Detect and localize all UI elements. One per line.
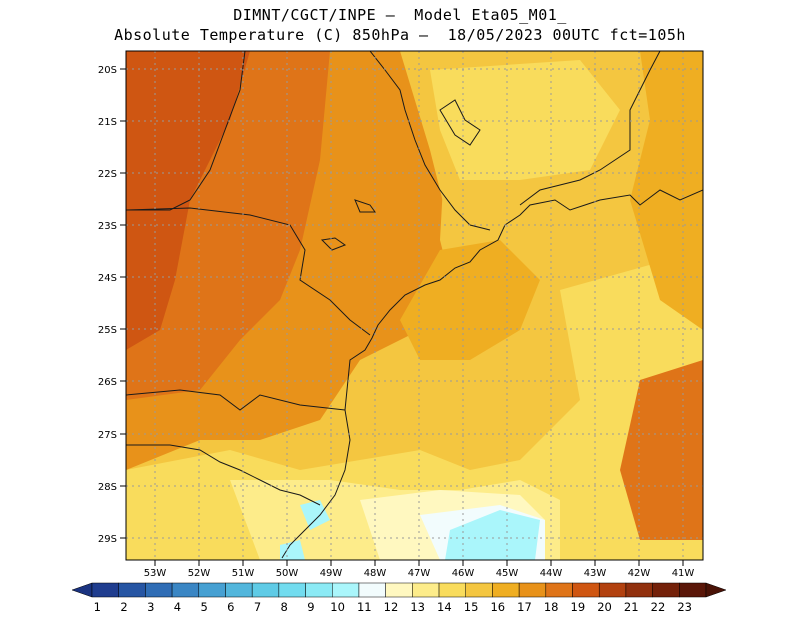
colorbar-label: 5 xyxy=(200,600,207,614)
lat-label: 20S xyxy=(98,65,117,76)
temperature-field xyxy=(126,51,703,560)
colorbar-label: 8 xyxy=(281,600,288,614)
state-border-4 xyxy=(519,51,661,206)
colorbar-swatch xyxy=(438,582,466,598)
lon-label: 42W xyxy=(628,568,651,579)
colorbar-label: 21 xyxy=(624,600,639,614)
map-title-line1: DIMNT/CGCT/INPE – Model Eta05_M01_ xyxy=(233,6,567,24)
map-frame xyxy=(125,50,704,561)
colorbar-label: 23 xyxy=(677,600,692,614)
lat-label: 23S xyxy=(98,221,117,232)
colorbar-swatch xyxy=(145,582,173,598)
lat-label: 29S xyxy=(98,534,117,545)
graticule xyxy=(126,51,703,560)
colorbar-label: 6 xyxy=(227,600,234,614)
colorbar-swatch xyxy=(332,582,360,598)
colorbar-swatch xyxy=(598,582,627,598)
lat-label: 27S xyxy=(98,430,117,441)
colorbar-label: 17 xyxy=(517,600,532,614)
colorbar-arrow-right xyxy=(705,582,727,598)
lat-label: 22S xyxy=(98,169,117,180)
colorbar-swatch xyxy=(465,582,493,598)
state-border-3 xyxy=(369,51,491,231)
colorbar-label: 9 xyxy=(307,600,314,614)
colorbar-label: 14 xyxy=(437,600,452,614)
lon-label: 49W xyxy=(320,568,343,579)
colorbar-arrow-left xyxy=(71,582,93,598)
tick-marks xyxy=(120,68,684,566)
colorbar-label: 20 xyxy=(597,600,612,614)
colorbar-swatch xyxy=(278,582,306,598)
lon-label: 47W xyxy=(408,568,431,579)
colorbar-label: 2 xyxy=(120,600,127,614)
colorbar-label: 1 xyxy=(94,600,101,614)
colorbar-swatch xyxy=(305,582,333,598)
lake-2 xyxy=(354,199,376,213)
colorbar-swatch xyxy=(118,582,146,598)
map-title-line2: Absolute Temperature (C) 850hPa – 18/05/… xyxy=(114,26,686,44)
colorbar-label: 13 xyxy=(410,600,425,614)
lon-label: 48W xyxy=(364,568,387,579)
colorbar-swatch xyxy=(412,582,440,598)
lon-label: 45W xyxy=(496,568,519,579)
lon-label: 51W xyxy=(232,568,255,579)
colorbar-swatch xyxy=(358,582,386,598)
state-border-5 xyxy=(126,389,346,411)
colorbar-swatch xyxy=(225,582,253,598)
lon-label: 46W xyxy=(452,568,475,579)
colorbar-swatch xyxy=(171,582,200,598)
colorbar-label: 7 xyxy=(254,600,261,614)
lon-label: 43W xyxy=(584,568,607,579)
colorbar-label: 4 xyxy=(174,600,181,614)
state-border-6 xyxy=(126,444,321,506)
colorbar-swatch xyxy=(492,582,520,598)
colorbar-swatch xyxy=(572,582,600,598)
state-border-2 xyxy=(126,207,371,336)
lat-label: 26S xyxy=(98,377,117,388)
colorbar-swatch xyxy=(625,582,653,598)
lon-label: 52W xyxy=(188,568,211,579)
lat-label: 21S xyxy=(98,117,117,128)
colorbar-swatch xyxy=(91,582,119,598)
lon-label: 50W xyxy=(276,568,299,579)
colorbar-label: 10 xyxy=(330,600,345,614)
colorbar-label: 15 xyxy=(464,600,479,614)
colorbar-swatch xyxy=(545,582,573,598)
longitude-labels: 53W 52W 51W 50W 49W 48W 47W 46W 45W 44W … xyxy=(144,568,695,579)
colorbar-label: 19 xyxy=(571,600,586,614)
colorbar-label: 16 xyxy=(490,600,505,614)
colorbar-label: 12 xyxy=(384,600,399,614)
lat-label: 28S xyxy=(98,482,117,493)
colorbar-label: 18 xyxy=(544,600,559,614)
lon-label: 53W xyxy=(144,568,167,579)
colorbar-swatch xyxy=(679,582,707,598)
colorbar-swatch xyxy=(652,582,680,598)
colorbar-swatch xyxy=(385,582,413,598)
lon-label: 41W xyxy=(672,568,695,579)
latitude-labels: 20S 21S 22S 23S 24S 25S 26S 27S 28S 29S xyxy=(98,65,117,545)
lat-label: 24S xyxy=(98,273,117,284)
state-border-1 xyxy=(126,51,246,211)
colorbar-swatch xyxy=(198,582,226,598)
colorbar-swatch xyxy=(251,582,280,598)
colorbar-swatch xyxy=(518,582,547,598)
colorbar-label: 11 xyxy=(357,600,372,614)
lake-1 xyxy=(439,99,481,146)
lon-label: 44W xyxy=(540,568,563,579)
colorbar-label: 3 xyxy=(147,600,154,614)
colorbar: 1 2 3 4 5 6 7 8 9 10 11 12 13 14 15 16 17 18 19 20 21 22 23 xyxy=(71,582,727,614)
colorbar-label: 22 xyxy=(651,600,666,614)
lat-label: 25S xyxy=(98,325,117,336)
